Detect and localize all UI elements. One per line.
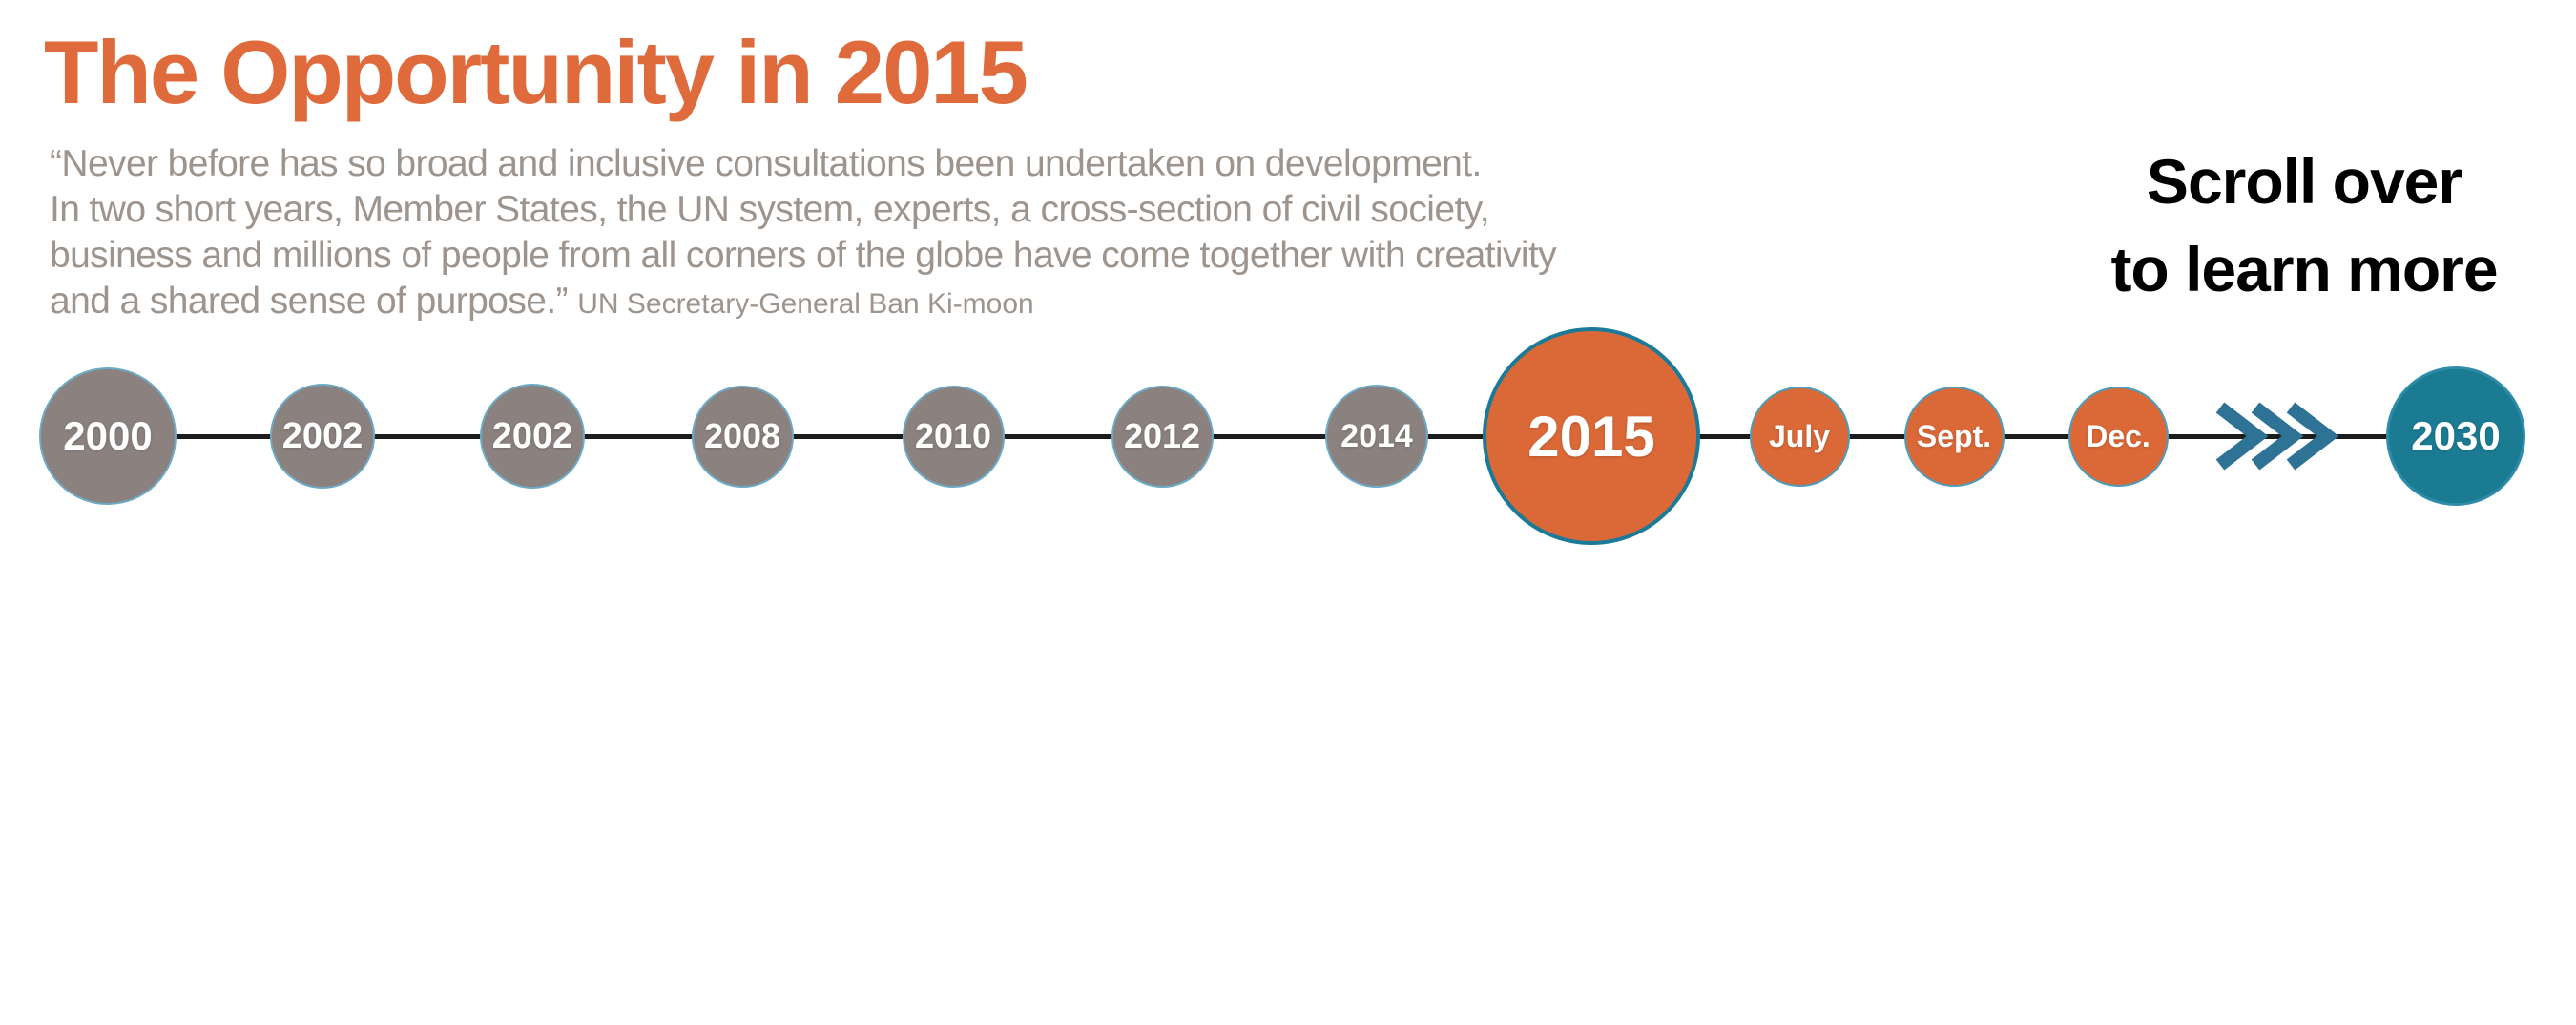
timeline-node-2002[interactable]: 2002: [480, 384, 585, 489]
timeline-node-label: 2008: [703, 416, 781, 455]
quote-line: business and millions of people from all…: [50, 235, 1557, 276]
quote-attribution: UN Secretary-General Ban Ki-moon: [577, 288, 1034, 320]
timeline-node-2008[interactable]: 2008: [691, 385, 794, 488]
timeline-node-2010[interactable]: 2010: [902, 385, 1005, 488]
timeline-node-label: Dec.: [2086, 418, 2150, 453]
timeline-node-label: 2010: [914, 416, 992, 455]
quote-block: “Never before has so broad and inclusive…: [50, 141, 1557, 327]
timeline-node-label: 2030: [2411, 413, 2501, 458]
timeline-node-2002[interactable]: 2002: [270, 384, 375, 489]
timeline-axis: [108, 433, 2456, 439]
timeline-node-label: 2000: [63, 413, 153, 458]
timeline-node-label: 2002: [491, 415, 573, 456]
timeline-node-label: Sept.: [1916, 418, 1992, 453]
timeline-node-label: 2015: [1527, 404, 1655, 469]
scroll-hint-line-2: to learn more: [2110, 234, 2498, 304]
timeline-node-july[interactable]: July: [1749, 386, 1850, 487]
page-title: The Opportunity in 2015: [44, 22, 1028, 122]
timeline-node-2000[interactable]: 2000: [39, 367, 177, 505]
timeline-node-2030[interactable]: 2030: [2386, 366, 2525, 506]
scroll-hint-line-1: Scroll over: [2146, 146, 2462, 217]
quote-line: “Never before has so broad and inclusive…: [50, 143, 1482, 184]
timeline-node-label: July: [1768, 418, 1831, 453]
fast-forward-chevrons-icon: [2215, 402, 2339, 471]
timeline-node-sept[interactable]: Sept.: [1903, 386, 2005, 487]
quote-line: In two short years, Member States, the U…: [50, 189, 1490, 230]
timeline-node-2012[interactable]: 2012: [1111, 385, 1214, 488]
quote-line: and a shared sense of purpose.” UN Secre…: [50, 279, 1556, 327]
timeline-node-dec[interactable]: Dec.: [2067, 386, 2169, 487]
quote-line-text: and a shared sense of purpose.”: [50, 281, 569, 322]
timeline-node-label: 2012: [1123, 416, 1201, 455]
timeline-node-label: 2002: [281, 415, 364, 456]
scroll-hint: Scroll over to learn more: [2061, 137, 2547, 313]
timeline-node-2015[interactable]: 2015: [1483, 327, 1700, 545]
timeline-node-label: 2014: [1340, 417, 1413, 454]
timeline-node-2014[interactable]: 2014: [1325, 385, 1428, 488]
